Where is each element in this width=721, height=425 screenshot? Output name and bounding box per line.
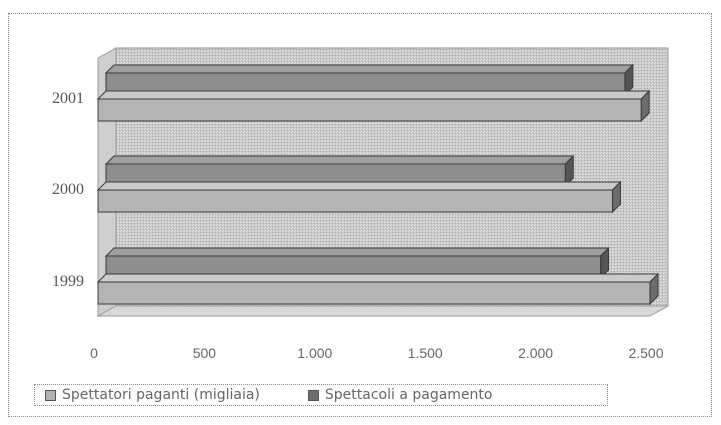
legend-label-series-1: Spettatori paganti (migliaia) bbox=[62, 387, 260, 403]
x-tick-label-5: 2.500 bbox=[628, 345, 663, 361]
legend-swatch-series-1 bbox=[45, 389, 56, 401]
bar-1999-series-2 bbox=[104, 246, 610, 280]
legend: Spettatori paganti (migliaia) Spettacoli… bbox=[34, 384, 608, 406]
x-tick-label-3: 1.500 bbox=[408, 345, 443, 361]
y-axis-labels: 2001 2000 1999 bbox=[52, 90, 84, 290]
legend-item-series-1: Spettatori paganti (migliaia) bbox=[45, 387, 260, 403]
bar-2000-series-1 bbox=[96, 180, 622, 214]
y-tick-label-2000: 2000 bbox=[52, 181, 84, 198]
bar-2001-series-2 bbox=[104, 63, 635, 97]
bar-1999-series-1 bbox=[96, 272, 660, 306]
x-tick-label-0: 0 bbox=[90, 345, 98, 361]
legend-swatch-series-2 bbox=[307, 389, 319, 401]
legend-label-series-2: Spettacoli a pagamento bbox=[324, 387, 493, 403]
chart-frame bbox=[8, 13, 712, 417]
y-tick-label-2001: 2001 bbox=[52, 90, 84, 107]
x-tick-label-4: 2.000 bbox=[518, 345, 553, 361]
x-tick-label-1: 500 bbox=[193, 345, 217, 361]
legend-item-series-2: Spettacoli a pagamento bbox=[307, 387, 493, 403]
plot-floor bbox=[96, 305, 670, 317]
bar-2001-series-1 bbox=[96, 89, 651, 123]
x-tick-label-2: 1.000 bbox=[297, 345, 332, 361]
y-tick-label-1999: 1999 bbox=[52, 273, 84, 290]
x-axis-labels: 0 500 1.000 1.500 2.000 2.500 bbox=[90, 345, 664, 361]
bar-2000-series-2 bbox=[104, 154, 575, 188]
bars-layer bbox=[96, 63, 660, 306]
